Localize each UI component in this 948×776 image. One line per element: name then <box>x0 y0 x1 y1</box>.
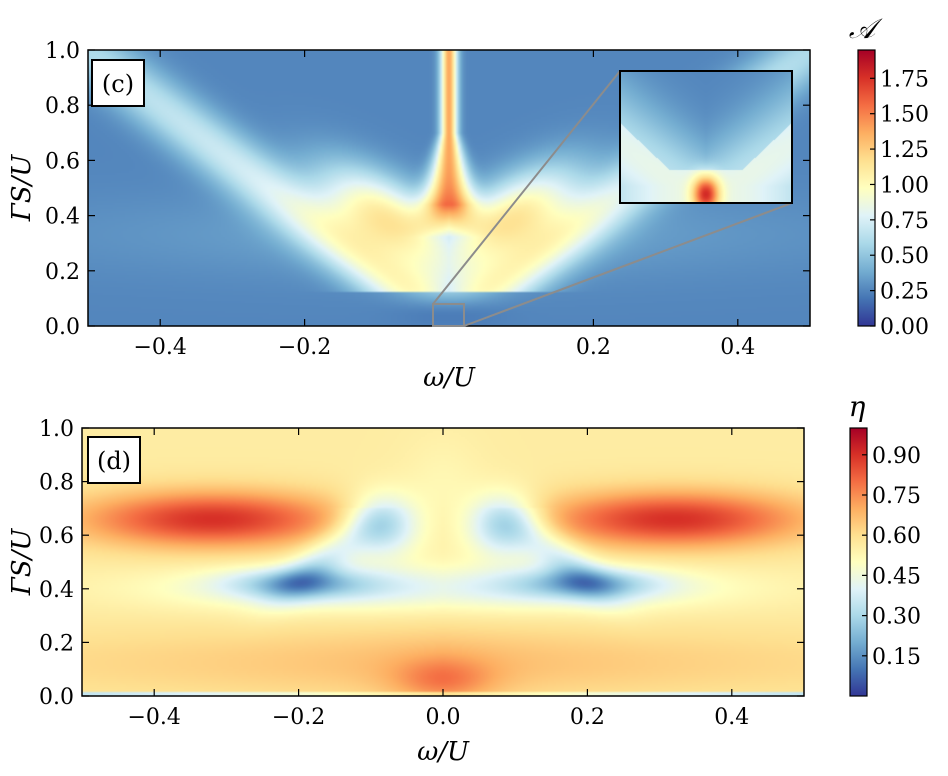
colorbar-tick-label: 0.25 <box>880 280 929 305</box>
colorbar-tick-label: 0.75 <box>872 484 921 509</box>
panel-d: −0.4 −0.2 0.0 0.2 0.4 0.0 0.2 0.4 0.6 0.8 1.0 (d)… <box>7 390 921 767</box>
x-tick-label: 0.4 <box>714 705 749 730</box>
inset-heatmap <box>620 71 792 203</box>
panel-tag-d: (d) <box>97 447 131 475</box>
y-tick-label: 1.0 <box>45 39 80 64</box>
colorbar-title-c: 𝒜 <box>849 12 883 45</box>
panel-tag-box-d <box>87 436 141 484</box>
panel-tag-c: (c) <box>102 70 134 98</box>
y-tick-label: 0.0 <box>39 685 74 710</box>
panel-c: −0.4 −0.2 0.2 0.4 0.0 0.2 0.4 0.6 0.8 1.0 (c) ω/… <box>7 12 929 393</box>
x-axis-label-d: ω/U <box>417 737 470 767</box>
colorbar-tick-label: 0.15 <box>872 645 921 670</box>
x-tick-label: −0.4 <box>133 335 186 360</box>
heatmap-d <box>82 428 804 696</box>
inset-frame <box>619 70 793 204</box>
colorbar-tick-label: 0.90 <box>872 444 921 469</box>
y-tick-label: 0.2 <box>45 260 80 285</box>
x-tick-label: 0.2 <box>570 705 605 730</box>
x-tick-label: −0.2 <box>272 705 325 730</box>
x-tick-label: −0.4 <box>127 705 180 730</box>
x-tick-label: −0.2 <box>278 335 331 360</box>
x-tick-label: 0.0 <box>426 705 461 730</box>
colorbar-tick-label: 0.50 <box>880 244 929 269</box>
y-tick-label: 0.4 <box>39 578 74 603</box>
inset-connector-line <box>432 70 621 305</box>
colorbar-tick-label: 0.75 <box>880 209 929 234</box>
colorbar-tick-label: 1.25 <box>880 138 929 163</box>
plot-frame-d <box>81 427 805 697</box>
x-ticks-c: −0.4 −0.2 0.2 0.4 <box>133 50 755 360</box>
y-tick-label: 0.8 <box>39 471 74 496</box>
colorbar-ticks-c: 0.00 0.25 0.50 0.75 1.00 1.25 1.50 1.75 <box>870 67 929 340</box>
y-tick-label: 0.6 <box>45 149 80 174</box>
y-tick-label: 0.6 <box>39 524 74 549</box>
y-tick-label: 0.4 <box>45 205 80 230</box>
colorbar-tick-label: 0.30 <box>872 605 921 630</box>
y-axis-label-d: ΓS/U <box>7 528 37 597</box>
colorbar-tick-label: 0.60 <box>872 524 921 549</box>
colorbar-tick-label: 1.00 <box>880 173 929 198</box>
inset-source-box <box>432 303 465 327</box>
y-ticks-c: 0.0 0.2 0.4 0.6 0.8 1.0 <box>45 39 810 340</box>
y-tick-label: 0.8 <box>45 94 80 119</box>
colorbar-tick-label: 0.45 <box>872 564 921 589</box>
panel-tag-box-c <box>91 59 145 107</box>
colorbar-tick-label: 1.75 <box>880 67 929 92</box>
y-tick-label: 0.2 <box>39 631 74 656</box>
y-tick-label: 0.0 <box>45 315 80 340</box>
y-tick-label: 1.0 <box>39 417 74 442</box>
colorbar-title-d: η <box>849 390 866 423</box>
y-axis-label-c: ΓS/U <box>7 154 37 223</box>
x-tick-label: 0.4 <box>720 335 755 360</box>
inset-connector-line <box>463 202 793 327</box>
x-tick-label: 0.2 <box>576 335 611 360</box>
colorbar-tick-label: 0.00 <box>880 315 929 340</box>
colorbar-ticks-d: 0.15 0.30 0.45 0.60 0.75 0.90 <box>862 444 921 670</box>
x-ticks-d: −0.4 −0.2 0.0 0.2 0.4 <box>127 428 749 730</box>
x-axis-label-c: ω/U <box>423 363 476 393</box>
colorbar-c <box>857 49 876 327</box>
colorbar-tick-label: 1.50 <box>880 103 929 128</box>
